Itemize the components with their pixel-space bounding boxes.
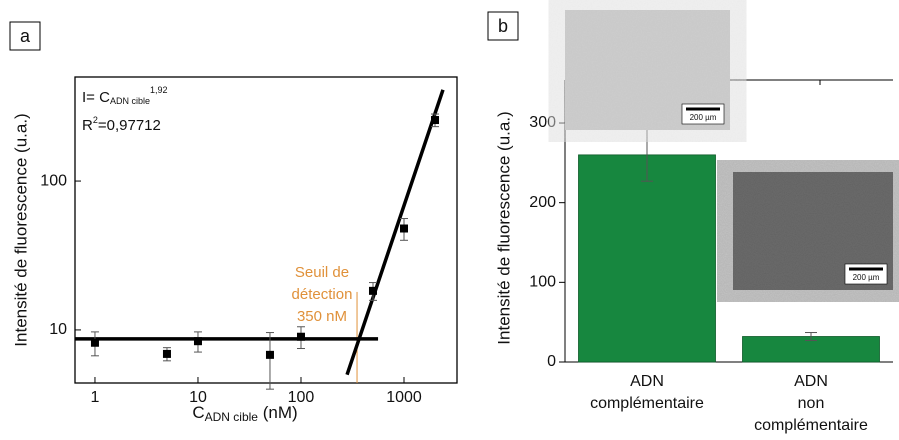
threshold-label: 350 nM	[297, 308, 347, 325]
x-tick-label: complémentaire	[590, 395, 704, 412]
x-tick-label: 1	[91, 389, 100, 406]
y-tick-label: 200	[529, 194, 556, 211]
r-squared: R2=0,97712	[82, 115, 161, 134]
panel-label-box	[9, 21, 41, 51]
r2-base: R	[82, 117, 93, 134]
scale-bar-label: 200 µm	[853, 273, 880, 282]
x-label-sub: ADN cible	[205, 410, 259, 424]
y-tick-label: 300	[529, 114, 556, 131]
x-tick-label: 10	[189, 389, 207, 406]
data-point	[265, 350, 274, 359]
data-point	[162, 349, 171, 358]
plot-frame	[74, 76, 458, 384]
x-tick-label: ADN	[630, 373, 664, 390]
y-tick-label: 100	[40, 172, 67, 189]
panel-label-box	[487, 11, 519, 41]
data-point	[399, 224, 408, 233]
x-tick-label: complémentaire	[754, 417, 868, 434]
x-tick-label: 1000	[386, 389, 422, 406]
data-point	[368, 286, 377, 295]
panel-label: a	[20, 26, 31, 46]
threshold-label: détection	[292, 286, 353, 303]
equation: I= CADN cible1,92	[82, 85, 167, 106]
threshold-label: Seuil de	[295, 264, 349, 281]
x-label-rest: (nM)	[258, 403, 298, 422]
r2-sup: 2	[93, 115, 98, 125]
panel-label: b	[498, 16, 508, 36]
equation-base: I= C	[82, 89, 110, 106]
data-point	[90, 338, 99, 347]
equation-sup: 1,92	[150, 85, 168, 95]
x-tick-label: non	[798, 395, 825, 412]
data-point	[431, 116, 440, 125]
x-tick-label: 100	[288, 389, 315, 406]
scale-bar-label: 200 µm	[690, 113, 717, 122]
y-tick-label: 100	[529, 274, 556, 291]
fit-line	[345, 89, 445, 376]
data-point	[193, 337, 202, 346]
x-label-base: C	[192, 403, 204, 422]
y-axis-label: Intensité de fluorescence (u.a.)	[494, 111, 513, 344]
data-point	[296, 332, 305, 341]
x-tick-label: ADN	[794, 373, 828, 390]
y-axis-label: Intensité de fluorescence (u.a.)	[11, 113, 30, 346]
bar	[578, 154, 716, 363]
x-axis-label: CADN cible (nM)	[192, 403, 297, 424]
equation-sub: ADN cible	[110, 96, 150, 106]
y-tick-label: 0	[547, 353, 556, 370]
y-tick-label: 10	[49, 321, 67, 338]
r2-rest: =0,97712	[98, 117, 161, 134]
